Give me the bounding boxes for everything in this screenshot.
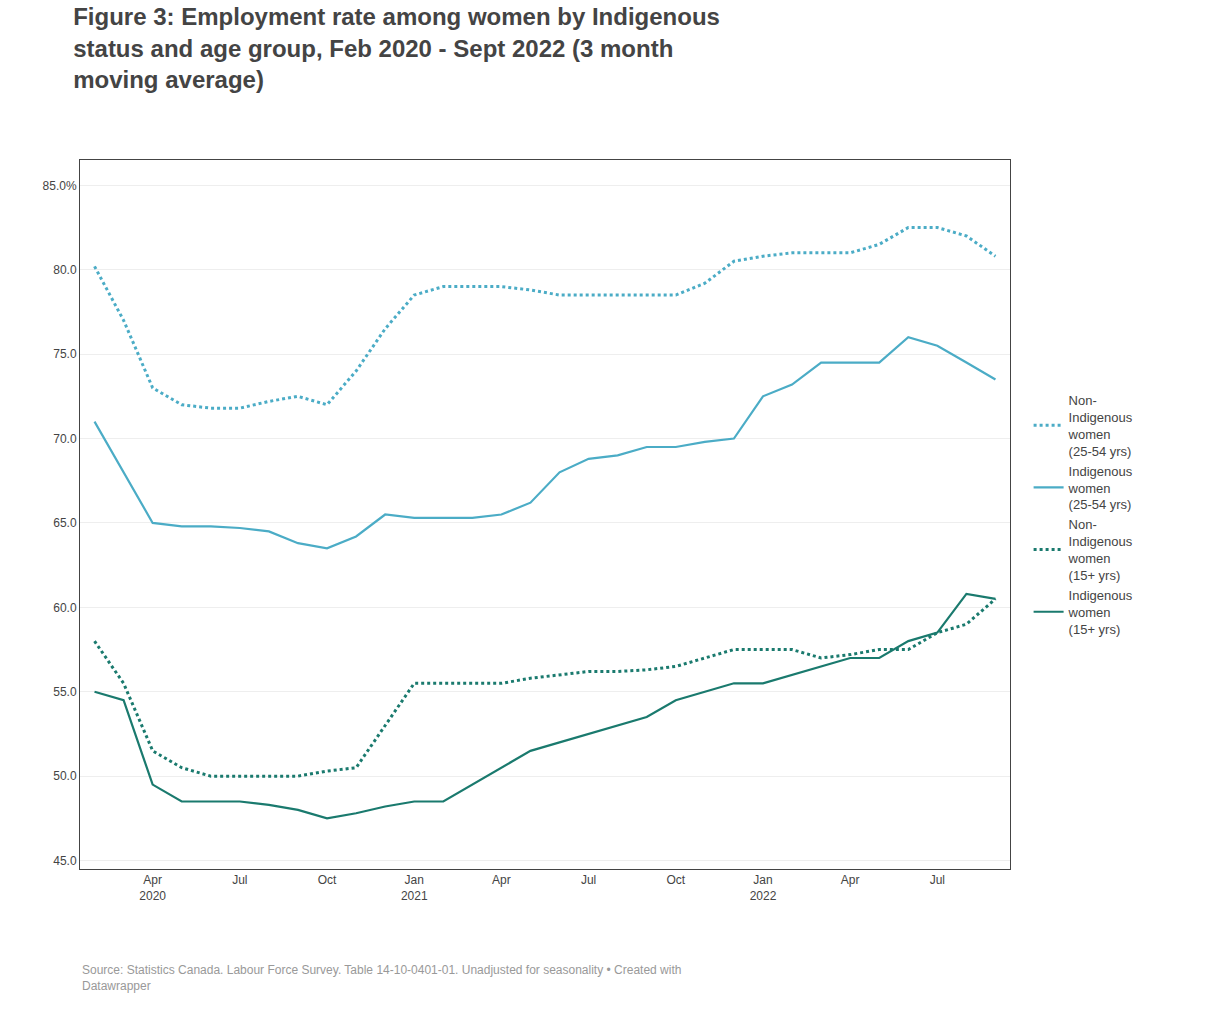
- svg-text:Apr: Apr: [841, 873, 860, 887]
- svg-text:70.0: 70.0: [53, 432, 77, 446]
- svg-text:Oct: Oct: [318, 873, 337, 887]
- svg-text:Oct: Oct: [666, 873, 685, 887]
- svg-text:Source: Statistics Canada. Lab: Source: Statistics Canada. Labour Force …: [82, 963, 681, 993]
- svg-text:Jul: Jul: [930, 873, 945, 887]
- svg-text:85.0%: 85.0%: [43, 179, 77, 193]
- svg-text:Non-Indigenouswomen(15+ yrs): Non-Indigenouswomen(15+ yrs): [1068, 517, 1133, 583]
- svg-text:Jan2021: Jan2021: [401, 873, 428, 903]
- svg-text:65.0: 65.0: [53, 516, 77, 530]
- svg-text:Indigenouswomen(25-54 yrs): Indigenouswomen(25-54 yrs): [1068, 464, 1133, 513]
- svg-text:Jan2022: Jan2022: [750, 873, 777, 903]
- svg-text:60.0: 60.0: [53, 601, 77, 615]
- svg-text:50.0: 50.0: [53, 769, 77, 783]
- svg-text:Figure 3: Employment rate amon: Figure 3: Employment rate among women by…: [73, 3, 720, 92]
- svg-text:Jul: Jul: [581, 873, 596, 887]
- svg-text:Non-Indigenouswomen(25-54 yrs): Non-Indigenouswomen(25-54 yrs): [1068, 393, 1133, 459]
- svg-text:Indigenouswomen(15+ yrs): Indigenouswomen(15+ yrs): [1068, 588, 1133, 637]
- svg-text:75.0: 75.0: [53, 347, 77, 361]
- svg-text:Apr: Apr: [492, 873, 511, 887]
- svg-text:45.0: 45.0: [53, 854, 77, 868]
- svg-text:55.0: 55.0: [53, 685, 77, 699]
- svg-text:Apr2020: Apr2020: [139, 873, 166, 903]
- svg-text:Jul: Jul: [232, 873, 247, 887]
- svg-text:80.0: 80.0: [53, 263, 77, 277]
